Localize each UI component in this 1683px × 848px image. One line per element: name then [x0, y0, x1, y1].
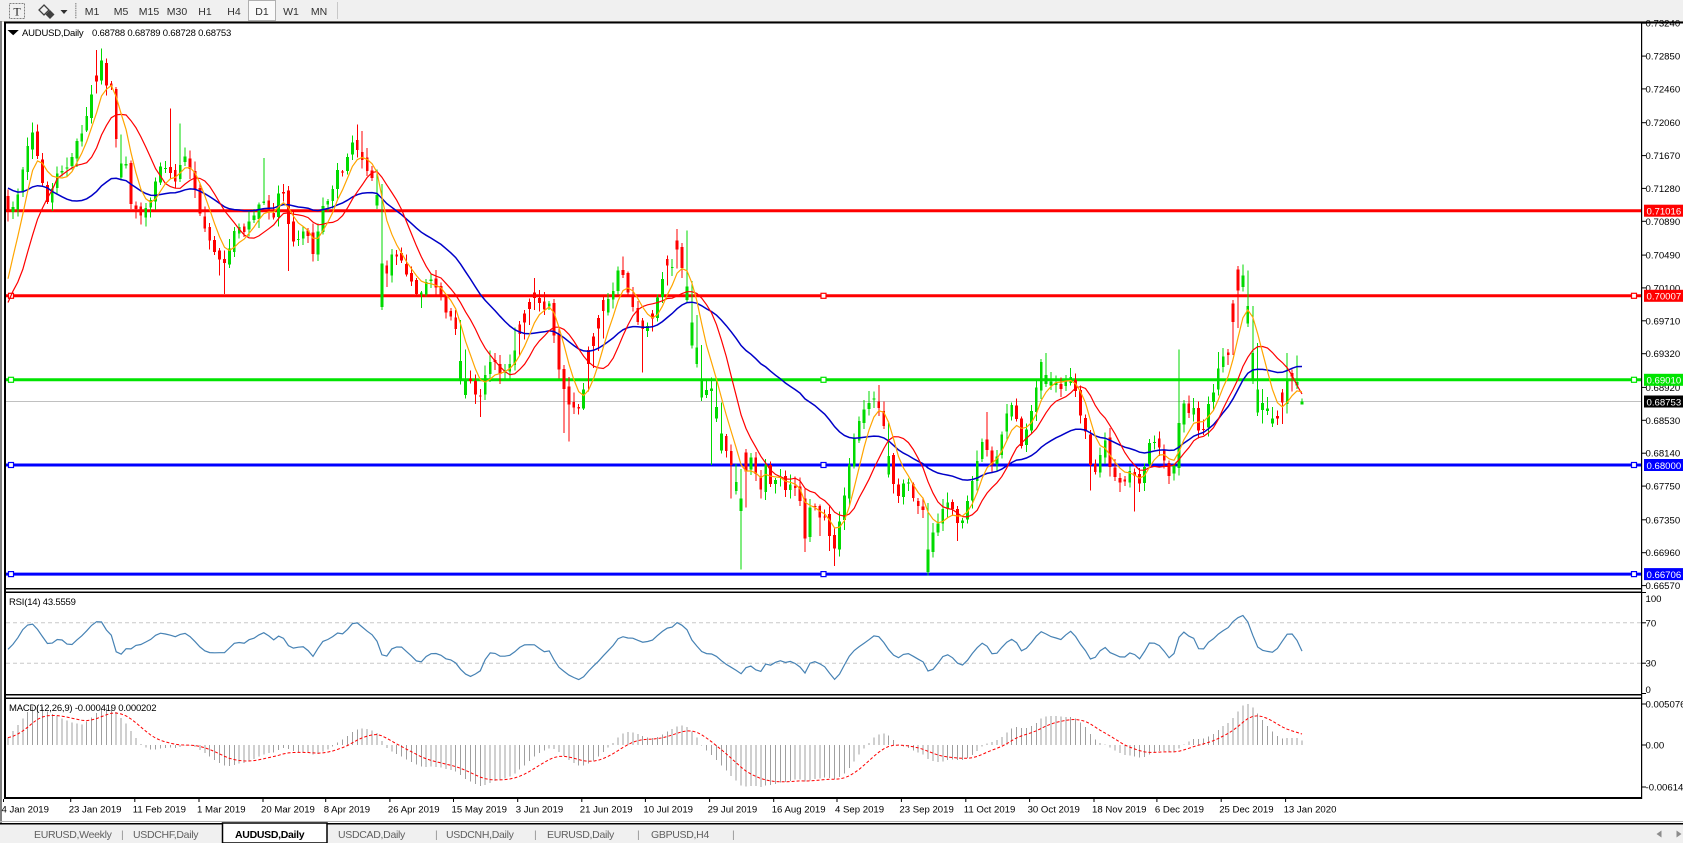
svg-text:11 Feb 2019: 11 Feb 2019 [133, 805, 186, 816]
svg-text:0.72850: 0.72850 [1646, 52, 1681, 63]
svg-text:|: | [534, 829, 537, 841]
svg-text:26 Apr 2019: 26 Apr 2019 [388, 805, 440, 816]
svg-text:0.73240: 0.73240 [1646, 19, 1681, 30]
svg-text:W1: W1 [283, 6, 299, 18]
svg-text:0.68530: 0.68530 [1646, 416, 1681, 427]
svg-text:16 Aug 2019: 16 Aug 2019 [772, 805, 826, 816]
svg-text:0.71280: 0.71280 [1646, 184, 1681, 195]
svg-text:0.70007: 0.70007 [1647, 292, 1682, 303]
svg-text:8 Apr 2019: 8 Apr 2019 [324, 805, 370, 816]
svg-text:100: 100 [1646, 594, 1662, 605]
svg-text:MN: MN [311, 6, 327, 18]
svg-text:0.66570: 0.66570 [1646, 581, 1681, 592]
svg-text:EURUSD,Weekly: EURUSD,Weekly [34, 829, 113, 841]
svg-text:0.69710: 0.69710 [1646, 316, 1681, 327]
svg-text:USDCAD,Daily: USDCAD,Daily [338, 829, 406, 841]
svg-text:-0.0061480: -0.0061480 [1646, 783, 1683, 794]
svg-text:USDCNH,Daily: USDCNH,Daily [446, 829, 515, 841]
svg-text:0.69010: 0.69010 [1647, 376, 1682, 387]
svg-text:18 Nov 2019: 18 Nov 2019 [1092, 805, 1146, 816]
svg-text:0.66706: 0.66706 [1647, 570, 1682, 581]
svg-text:D1: D1 [255, 6, 269, 18]
svg-text:EURUSD,Daily: EURUSD,Daily [547, 829, 615, 841]
svg-text:M5: M5 [114, 6, 129, 18]
svg-text:30 Oct 2019: 30 Oct 2019 [1028, 805, 1080, 816]
svg-text:M30: M30 [167, 6, 188, 18]
svg-text:USDCHF,Daily: USDCHF,Daily [133, 829, 199, 841]
svg-text:25 Dec 2019: 25 Dec 2019 [1219, 805, 1273, 816]
svg-text:T: T [13, 5, 21, 19]
svg-text:13 Jan 2020: 13 Jan 2020 [1284, 805, 1337, 816]
svg-text:RSI(14) 43.5559: RSI(14) 43.5559 [9, 597, 76, 608]
svg-text:AUDUSD,Daily: AUDUSD,Daily [235, 829, 305, 841]
svg-text:|: | [732, 829, 735, 841]
svg-text:AUDUSD,Daily: AUDUSD,Daily [22, 28, 84, 39]
svg-text:0: 0 [1646, 685, 1651, 696]
svg-text:H1: H1 [198, 6, 212, 18]
svg-text:1 Mar 2019: 1 Mar 2019 [197, 805, 246, 816]
svg-text:10 Jul 2019: 10 Jul 2019 [643, 805, 693, 816]
svg-text:0.71016: 0.71016 [1647, 207, 1682, 218]
svg-text:|: | [435, 829, 438, 841]
svg-text:3 Jun 2019: 3 Jun 2019 [516, 805, 563, 816]
svg-text:29 Jul 2019: 29 Jul 2019 [708, 805, 758, 816]
svg-text:0.00: 0.00 [1646, 741, 1665, 752]
svg-text:0.70890: 0.70890 [1646, 217, 1681, 228]
svg-text:0.70490: 0.70490 [1646, 251, 1681, 262]
svg-text:21 Jun 2019: 21 Jun 2019 [580, 805, 633, 816]
svg-text:M15: M15 [139, 6, 160, 18]
svg-text:0.67750: 0.67750 [1646, 482, 1681, 493]
svg-text:0.72460: 0.72460 [1646, 84, 1681, 95]
svg-text:M1: M1 [85, 6, 100, 18]
svg-text:20 Mar 2019: 20 Mar 2019 [261, 805, 315, 816]
svg-text:15 May 2019: 15 May 2019 [452, 805, 507, 816]
svg-text:23 Jan 2019: 23 Jan 2019 [69, 805, 122, 816]
svg-text:|: | [121, 829, 124, 841]
svg-text:0.67350: 0.67350 [1646, 515, 1681, 526]
svg-text:GBPUSD,H4: GBPUSD,H4 [651, 829, 709, 841]
svg-text:11 Oct 2019: 11 Oct 2019 [964, 805, 1016, 816]
svg-text:|: | [637, 829, 640, 841]
svg-text:70: 70 [1646, 618, 1657, 629]
svg-text:30: 30 [1646, 659, 1657, 670]
svg-text:0.71670: 0.71670 [1646, 151, 1681, 162]
svg-text:6 Dec 2019: 6 Dec 2019 [1155, 805, 1204, 816]
svg-text:0.68000: 0.68000 [1647, 461, 1682, 472]
svg-text:0.66960: 0.66960 [1646, 548, 1681, 559]
svg-text:MACD(12,26,9) -0.000419 0.0002: MACD(12,26,9) -0.000419 0.000202 [9, 703, 156, 714]
svg-text:0.69320: 0.69320 [1646, 349, 1681, 360]
svg-text:23 Sep 2019: 23 Sep 2019 [899, 805, 953, 816]
svg-text:0.72060: 0.72060 [1646, 118, 1681, 129]
svg-text:0.68140: 0.68140 [1646, 449, 1681, 460]
svg-text:4 Jan 2019: 4 Jan 2019 [2, 805, 49, 816]
svg-text:0.68753: 0.68753 [1647, 397, 1682, 408]
svg-text:H4: H4 [227, 6, 241, 18]
svg-text:4 Sep 2019: 4 Sep 2019 [835, 805, 884, 816]
svg-text:0.68788 0.68789 0.68728 0.6875: 0.68788 0.68789 0.68728 0.68753 [92, 28, 231, 39]
